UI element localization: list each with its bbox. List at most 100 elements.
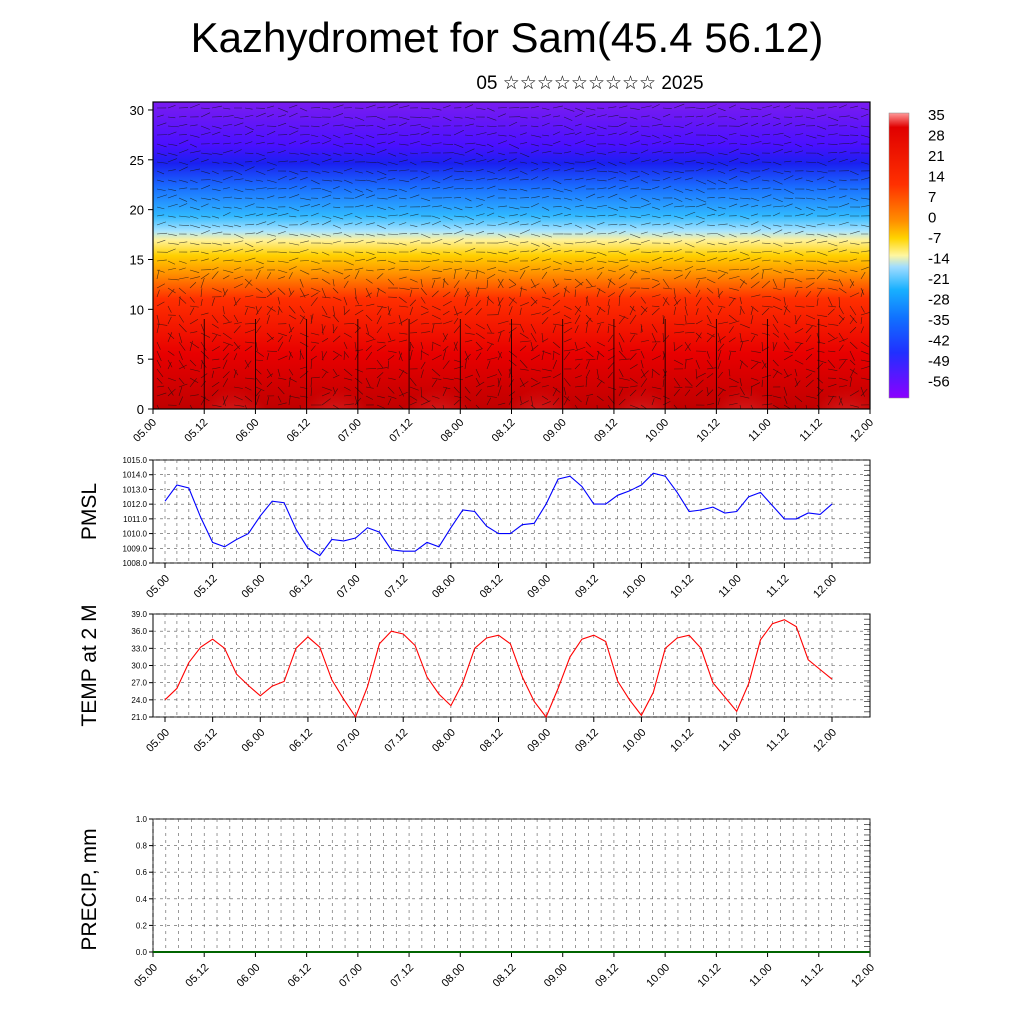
wind-vector	[431, 107, 442, 111]
wind-vector	[541, 395, 549, 401]
wind-vector	[420, 197, 431, 202]
wind-vector	[805, 314, 816, 320]
wind-vector	[442, 260, 454, 263]
wind-vector	[420, 143, 432, 147]
wind-vector	[233, 170, 243, 175]
wind-vector	[497, 140, 508, 145]
wind-vector	[530, 134, 542, 138]
wind-vector	[464, 170, 473, 172]
wind-vector	[167, 152, 178, 156]
wind-vector	[266, 168, 275, 172]
grid	[152, 818, 871, 953]
wind-vector	[464, 116, 475, 120]
wind-vector	[475, 368, 481, 378]
wind-vector	[189, 341, 200, 349]
wind-vector	[398, 391, 408, 397]
wind-vector	[299, 220, 309, 226]
wind-vector	[860, 341, 869, 348]
wind-vector	[706, 305, 712, 313]
wind-vector	[827, 269, 836, 273]
wind-vector	[486, 185, 496, 190]
wind-vector	[728, 314, 737, 322]
wind-vector	[486, 385, 495, 388]
wind-vector	[464, 395, 472, 402]
wind-vector	[794, 260, 804, 262]
wind-vector	[233, 341, 241, 350]
wind-vector	[607, 161, 617, 166]
wind-vector	[431, 205, 443, 208]
y-tick-label: 24.0	[131, 696, 147, 705]
wind-vector	[211, 179, 223, 183]
wind-vector	[376, 177, 387, 181]
wind-vector	[706, 287, 714, 294]
wind-vector	[376, 251, 387, 254]
wind-vector	[596, 196, 605, 199]
wind-vector	[607, 361, 615, 370]
wind-vector	[156, 259, 167, 262]
wind-vector	[178, 215, 190, 218]
wind-vector	[607, 223, 618, 226]
wind-vector	[387, 251, 397, 254]
wind-vector	[783, 141, 792, 145]
wind-vector	[255, 230, 264, 235]
wind-vector	[255, 213, 264, 217]
wind-vector	[860, 224, 870, 227]
wind-vector	[717, 287, 720, 299]
wind-vector	[365, 179, 377, 183]
wind-vector	[486, 212, 495, 217]
wind-vector	[596, 152, 607, 155]
wind-vector	[816, 125, 827, 130]
wind-vector	[750, 350, 762, 354]
wind-vector	[464, 158, 476, 163]
wind-vector	[574, 305, 582, 316]
wind-vector	[728, 158, 739, 163]
wind-vector	[167, 267, 177, 271]
wind-vector	[651, 123, 663, 127]
wind-vector	[629, 260, 640, 263]
wind-vector	[783, 305, 791, 313]
wind-vector	[695, 260, 706, 262]
wind-vector	[486, 125, 497, 128]
wind-vector	[816, 260, 827, 265]
warm-surface-blob	[196, 357, 269, 409]
wind-vector	[255, 350, 264, 357]
wind-vector	[475, 152, 484, 157]
wind-vector	[717, 332, 722, 344]
wind-vector	[684, 296, 687, 307]
wind-vector	[827, 179, 835, 183]
x-tick-label: 09.00	[525, 573, 553, 601]
wind-vector	[783, 105, 791, 109]
wind-vector	[574, 197, 582, 201]
wind-vector	[684, 314, 687, 323]
wind-vector	[662, 297, 668, 307]
wind-vector	[266, 161, 277, 166]
wind-vector	[497, 241, 509, 244]
wind-vector	[563, 125, 574, 131]
wind-vector	[178, 260, 187, 264]
wind-vector	[376, 197, 388, 200]
wind-vector	[497, 152, 505, 156]
wind-vector	[541, 385, 549, 388]
wind-vector	[585, 295, 588, 307]
wind-vector	[222, 242, 231, 245]
wind-vector	[398, 159, 408, 163]
wind-vector	[530, 377, 538, 382]
x-tick-label: 05.12	[192, 727, 220, 755]
wind-vector	[838, 385, 848, 388]
wind-vector	[211, 188, 221, 191]
wind-vector	[519, 229, 531, 235]
wind-vector	[816, 143, 825, 145]
wind-vector	[783, 175, 794, 181]
wind-vector	[662, 250, 673, 253]
wind-vector	[431, 220, 442, 226]
wind-vector	[266, 221, 276, 226]
wind-vector	[277, 160, 289, 163]
wind-vector	[541, 215, 550, 218]
wind-vector	[563, 396, 569, 406]
wind-vector	[464, 374, 473, 379]
wind-vector	[508, 332, 512, 343]
wind-vector	[200, 170, 210, 174]
wind-vector	[189, 340, 193, 352]
wind-vector	[805, 206, 816, 211]
wind-vector	[409, 224, 418, 227]
